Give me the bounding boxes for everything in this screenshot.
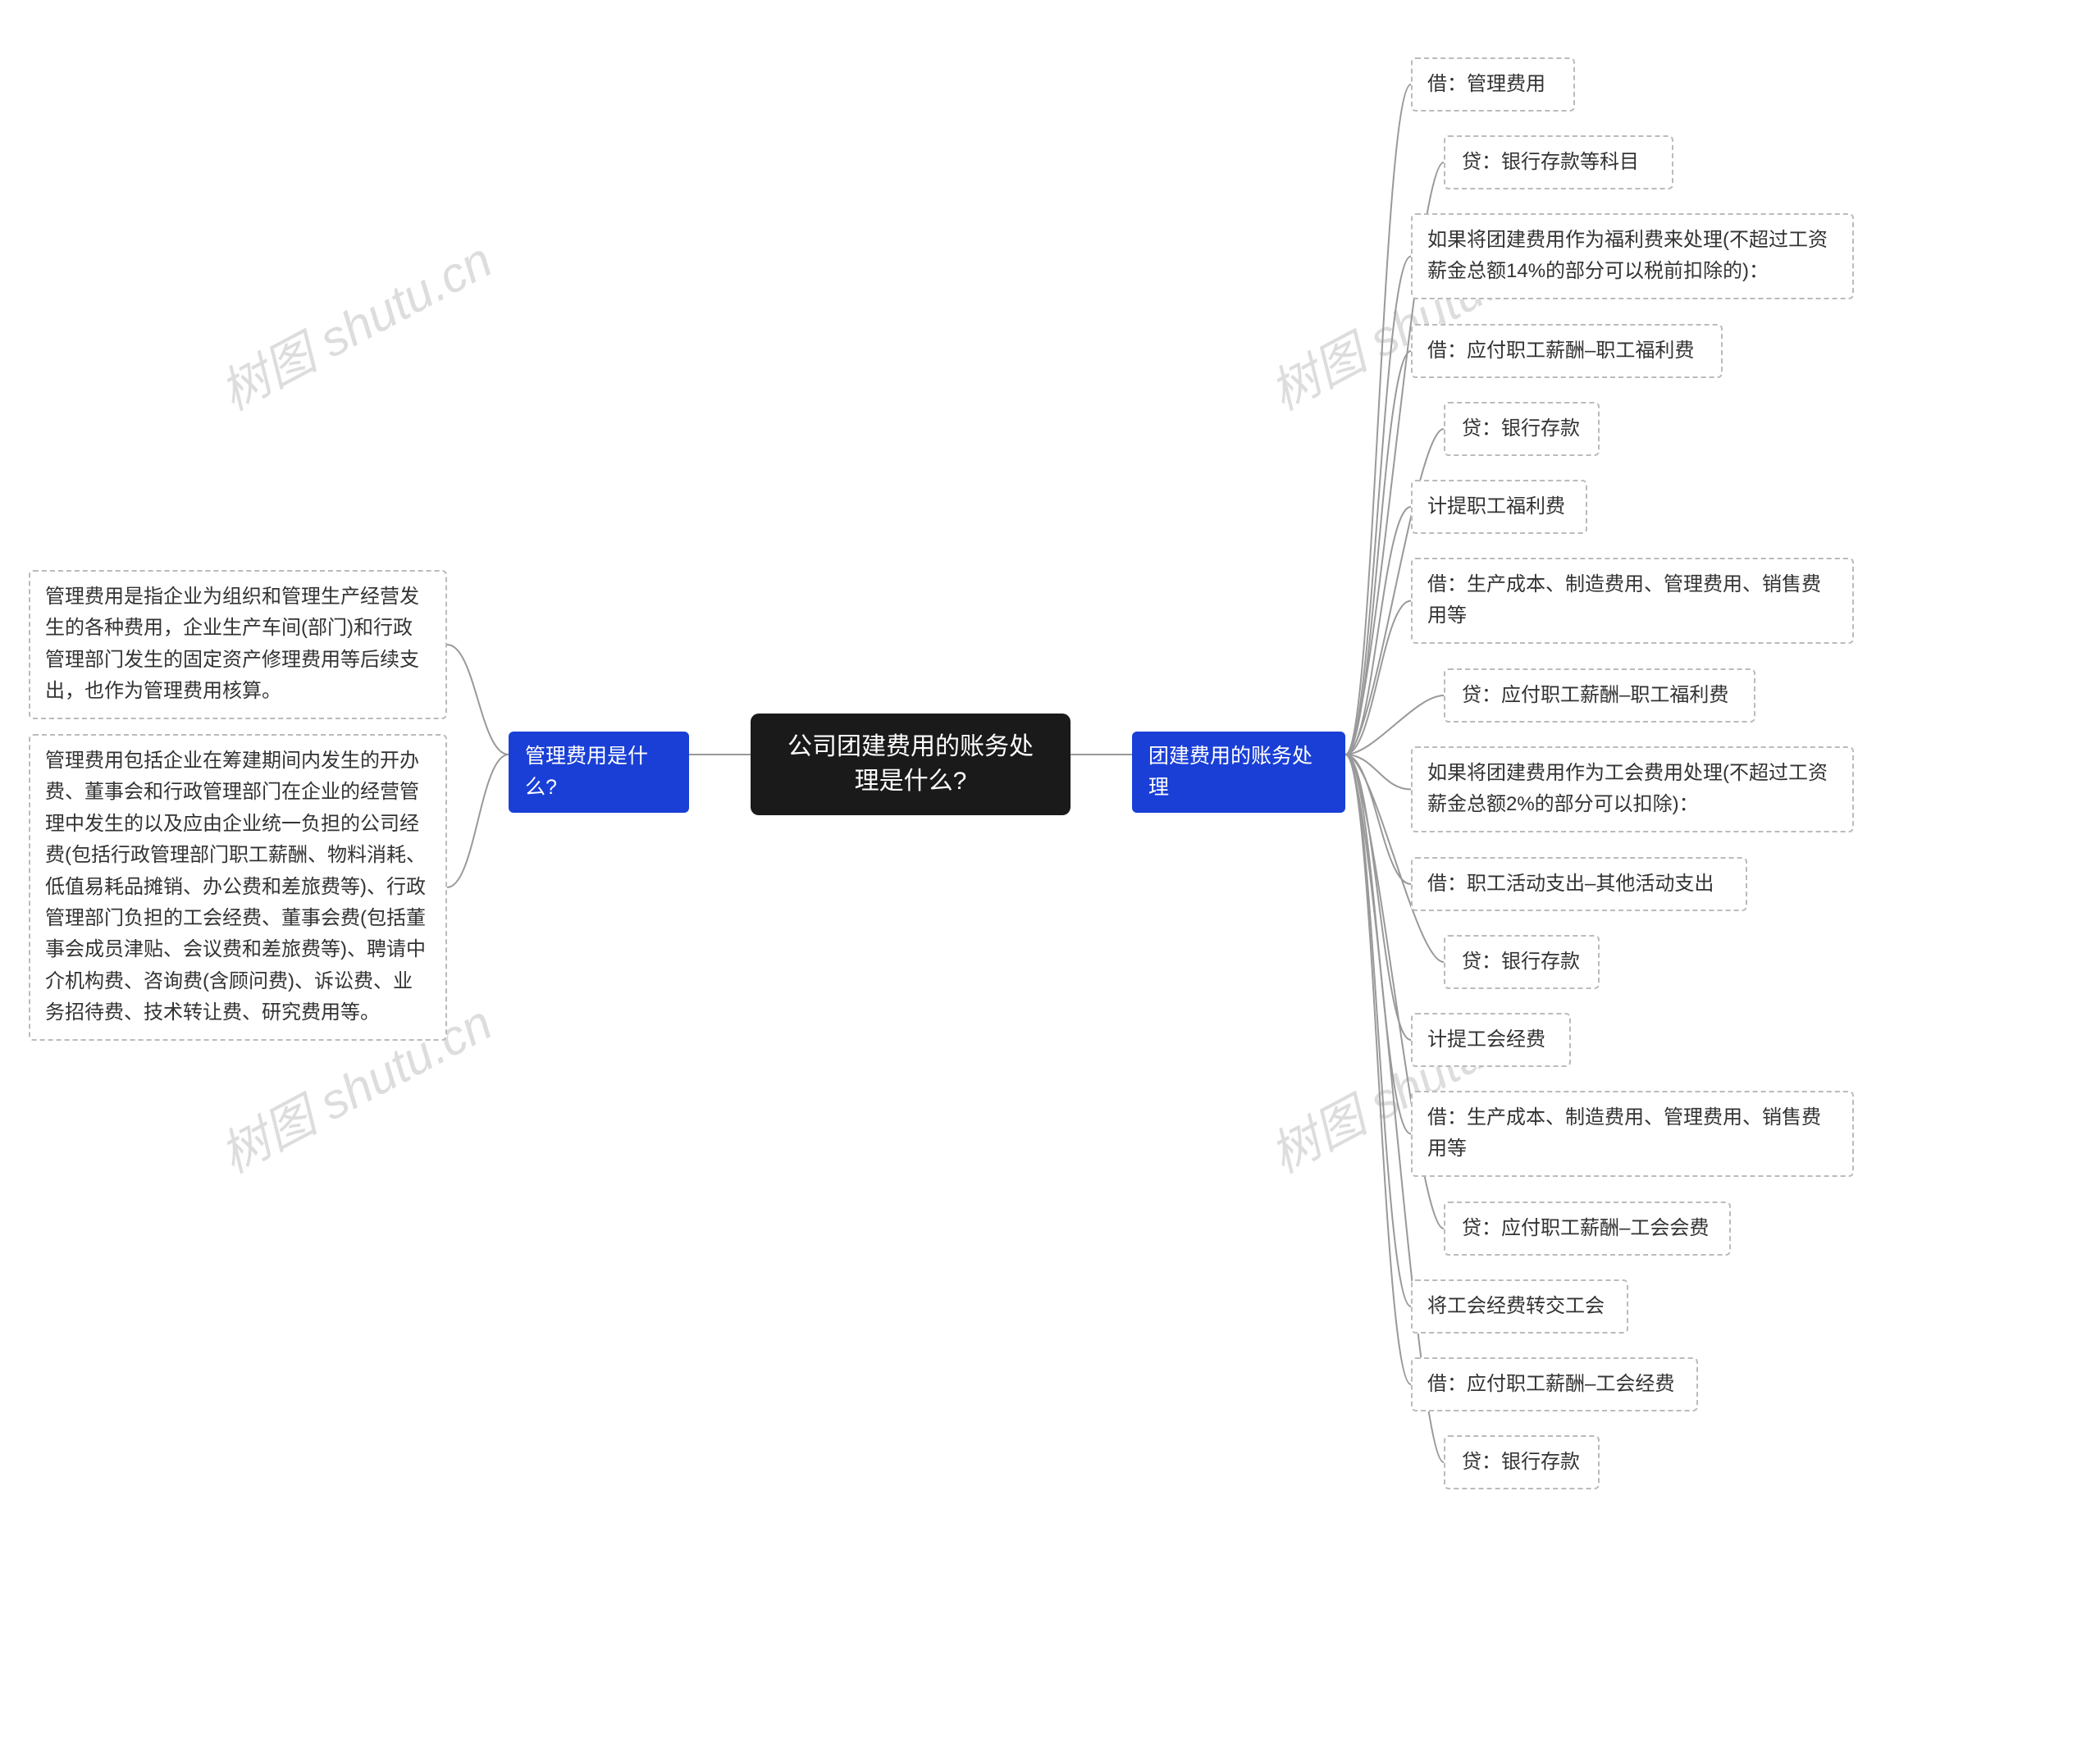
leaf-node-right-8: 如果将团建费用作为工会费用处理(不超过工资薪金总额2%的部分可以扣除)： xyxy=(1411,746,1854,832)
watermark: 树图 shutu.cn xyxy=(206,221,503,424)
leaf-node-right-0: 借：管理费用 xyxy=(1411,57,1575,112)
leaf-node-right-9: 借：职工活动支出–其他活动支出 xyxy=(1411,857,1747,911)
leaf-node-right-11: 计提工会经费 xyxy=(1411,1013,1571,1067)
leaf-node-right-6: 借：生产成本、制造费用、管理费用、销售费用等 xyxy=(1411,558,1854,644)
leaf-node-right-13: 贷：应付职工薪酬–工会会费 xyxy=(1444,1202,1731,1256)
leaf-node-right-7: 贷：应付职工薪酬–职工福利费 xyxy=(1444,668,1755,723)
branch-left: 管理费用是什么? xyxy=(509,732,689,813)
leaf-node-right-12: 借：生产成本、制造费用、管理费用、销售费用等 xyxy=(1411,1091,1854,1177)
root-node: 公司团建费用的账务处理是什么? xyxy=(751,714,1071,815)
leaf-node-right-10: 贷：银行存款 xyxy=(1444,935,1600,989)
leaf-node-right-3: 借：应付职工薪酬–职工福利费 xyxy=(1411,324,1723,378)
leaf-node-right-4: 贷：银行存款 xyxy=(1444,402,1600,456)
leaf-node-right-14: 将工会经费转交工会 xyxy=(1411,1279,1628,1334)
leaf-node-right-1: 贷：银行存款等科目 xyxy=(1444,135,1673,189)
leaf-node-left-0: 管理费用是指企业为组织和管理生产经营发生的各种费用，企业生产车间(部门)和行政管… xyxy=(29,570,447,719)
mindmap-canvas: 树图 shutu.cn 树图 shutu.cn 树图 shutu.cn 树图 s… xyxy=(0,0,2100,1751)
branch-right: 团建费用的账务处理 xyxy=(1132,732,1345,813)
leaf-node-right-5: 计提职工福利费 xyxy=(1411,480,1587,534)
leaf-node-right-16: 贷：银行存款 xyxy=(1444,1435,1600,1489)
leaf-node-left-1: 管理费用包括企业在筹建期间内发生的开办费、董事会和行政管理部门在企业的经营管理中… xyxy=(29,734,447,1041)
leaf-node-right-2: 如果将团建费用作为福利费来处理(不超过工资薪金总额14%的部分可以税前扣除的)： xyxy=(1411,213,1854,299)
leaf-node-right-15: 借：应付职工薪酬–工会经费 xyxy=(1411,1357,1698,1411)
